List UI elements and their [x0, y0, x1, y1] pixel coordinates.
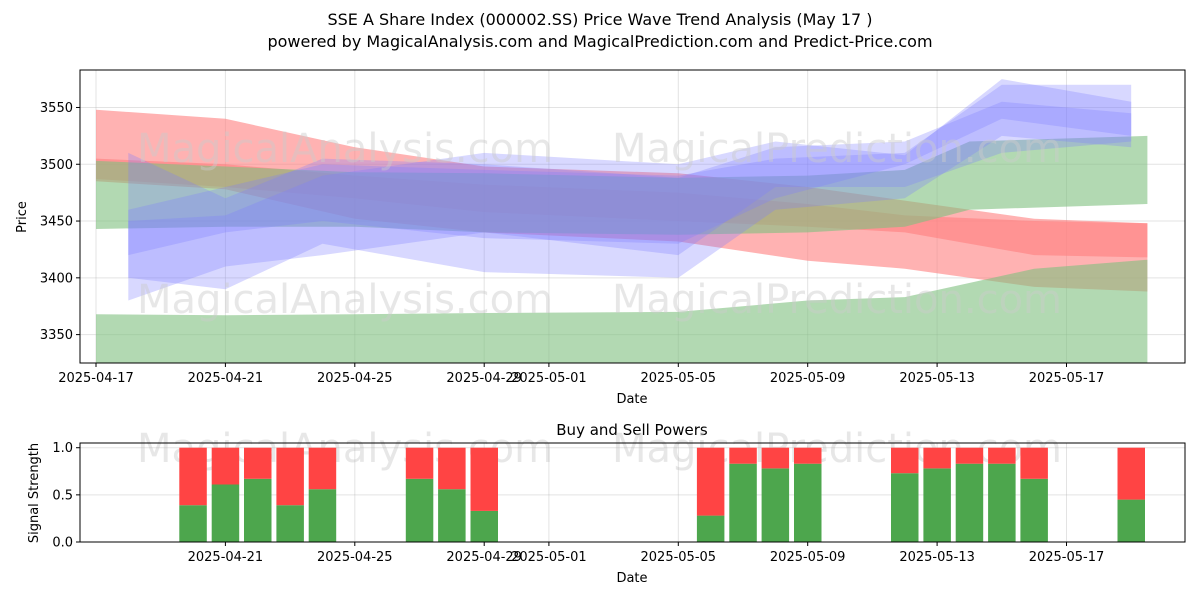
price-y-tick-label: 3350 — [40, 328, 73, 343]
sell-bar — [923, 447, 951, 469]
buy-bar — [794, 463, 822, 542]
buy-bar — [696, 515, 725, 542]
signal-y-tick-label: 1.0 — [52, 441, 73, 456]
signal-bars — [179, 447, 1145, 542]
watermark-4: MagicalPrediction.com — [612, 277, 1062, 323]
price-band-blue-4 — [128, 101, 1132, 256]
signal-x-tick-label: 2025-05-09 — [770, 550, 846, 565]
signal-watermarks: MagicalAnalysis.com MagicalPrediction.co… — [137, 426, 1062, 472]
buy-bar — [179, 505, 207, 542]
price-x-tick-label: 2025-05-09 — [770, 371, 846, 386]
buy-bar — [1020, 478, 1048, 542]
price-y-tick-label: 3500 — [40, 158, 73, 173]
signal-plot-frame — [79, 442, 1186, 543]
sell-bar — [244, 447, 272, 479]
buy-bar — [308, 489, 337, 542]
buy-bar — [729, 463, 757, 542]
price-y-axis-label: Price — [15, 201, 30, 233]
sell-bar — [955, 447, 984, 464]
signal-x-axis-label: Date — [616, 571, 647, 586]
sell-bar — [761, 447, 790, 469]
sell-bar — [405, 447, 434, 479]
signal-x-tick-label: 2025-05-13 — [899, 550, 975, 565]
buy-bar — [923, 468, 951, 542]
price-x-tick-label: 2025-05-17 — [1029, 371, 1105, 386]
signal-x-tick-label: 2025-04-25 — [317, 550, 393, 565]
buy-bar — [276, 505, 304, 542]
chart-title-line2: powered by MagicalAnalysis.com and Magic… — [267, 32, 932, 51]
signal-panel-title: Buy and Sell Powers — [556, 421, 708, 439]
price-bands — [96, 79, 1148, 363]
price-plot-frame — [79, 69, 1186, 364]
price-band-blue-6 — [128, 79, 1132, 301]
buy-bar — [438, 489, 466, 542]
buy-bar — [891, 473, 919, 542]
buy-bar — [244, 478, 272, 542]
price-watermarks: MagicalAnalysis.com MagicalPrediction.co… — [137, 126, 1062, 323]
price-band-blue-5 — [128, 84, 1132, 290]
price-x-tick-label: 2025-04-17 — [58, 371, 134, 386]
buy-bar — [211, 484, 240, 542]
sell-bar — [179, 447, 207, 506]
watermark-2: MagicalPrediction.com — [612, 126, 1062, 172]
price-x-tick-label: 2025-04-29 — [446, 371, 522, 386]
watermark-3: MagicalAnalysis.com — [137, 277, 553, 323]
sell-bar — [308, 447, 337, 490]
watermark-1: MagicalAnalysis.com — [137, 126, 553, 172]
buy-bar — [988, 463, 1016, 542]
signal-y-tick-label: 0.5 — [52, 488, 73, 503]
sell-bar — [988, 447, 1016, 464]
signal-x-tick-label: 2025-04-21 — [188, 550, 264, 565]
sell-bar — [276, 447, 304, 506]
price-x-tick-label: 2025-04-21 — [188, 371, 264, 386]
buy-bar — [1117, 499, 1145, 542]
sell-bar — [211, 447, 240, 485]
price-x-tick-label: 2025-05-05 — [641, 371, 717, 386]
buy-bar — [955, 463, 984, 542]
sell-bar — [794, 447, 822, 464]
buy-bar — [761, 468, 790, 542]
signal-y-ticks: 0.0 0.5 1.0 — [52, 441, 80, 551]
buy-bar — [470, 510, 498, 542]
price-panel: MagicalAnalysis.com MagicalPrediction.co… — [15, 69, 1186, 407]
signal-x-tick-label: 2025-05-05 — [641, 550, 717, 565]
signal-x-tick-label: 2025-05-01 — [511, 550, 587, 565]
price-x-tick-label: 2025-05-01 — [511, 371, 587, 386]
price-band-green-2 — [96, 135, 1148, 235]
price-band-green-3 — [96, 259, 1148, 363]
buy-bar — [405, 478, 434, 542]
sell-bar — [729, 447, 757, 464]
sell-bar — [1020, 447, 1048, 479]
sell-bar — [891, 447, 919, 474]
sell-bar — [696, 447, 725, 516]
price-y-ticks: 3350 3400 3450 3500 3550 — [40, 101, 80, 343]
price-bands-clipped — [96, 79, 1148, 363]
price-y-tick-label: 3400 — [40, 271, 73, 286]
signal-y-tick-label: 0.0 — [52, 536, 73, 551]
chart-title-line1: SSE A Share Index (000002.SS) Price Wave… — [327, 10, 872, 29]
price-x-ticks: 2025-04-17 2025-04-21 2025-04-25 2025-04-29… — [58, 363, 1104, 386]
signal-x-tick-label: 2025-05-17 — [1029, 550, 1105, 565]
signal-x-tick-label: 2025-04-29 — [446, 550, 522, 565]
signal-y-axis-label: Signal Strength — [27, 443, 42, 543]
sell-bar — [470, 447, 498, 511]
sell-bar — [1117, 447, 1145, 500]
watermark-6: MagicalPrediction.com — [612, 426, 1062, 472]
price-x-axis-label: Date — [616, 392, 647, 407]
price-x-tick-label: 2025-05-13 — [899, 371, 975, 386]
price-y-tick-label: 3450 — [40, 215, 73, 230]
signal-panel: Buy and Sell Powers MagicalAnalysis.com … — [27, 421, 1186, 586]
sell-bar — [438, 447, 466, 490]
signal-x-ticks: 2025-04-21 2025-04-25 2025-04-292025-05-01… — [188, 542, 1105, 565]
price-x-tick-label: 2025-04-25 — [317, 371, 393, 386]
price-y-tick-label: 3550 — [40, 101, 73, 116]
